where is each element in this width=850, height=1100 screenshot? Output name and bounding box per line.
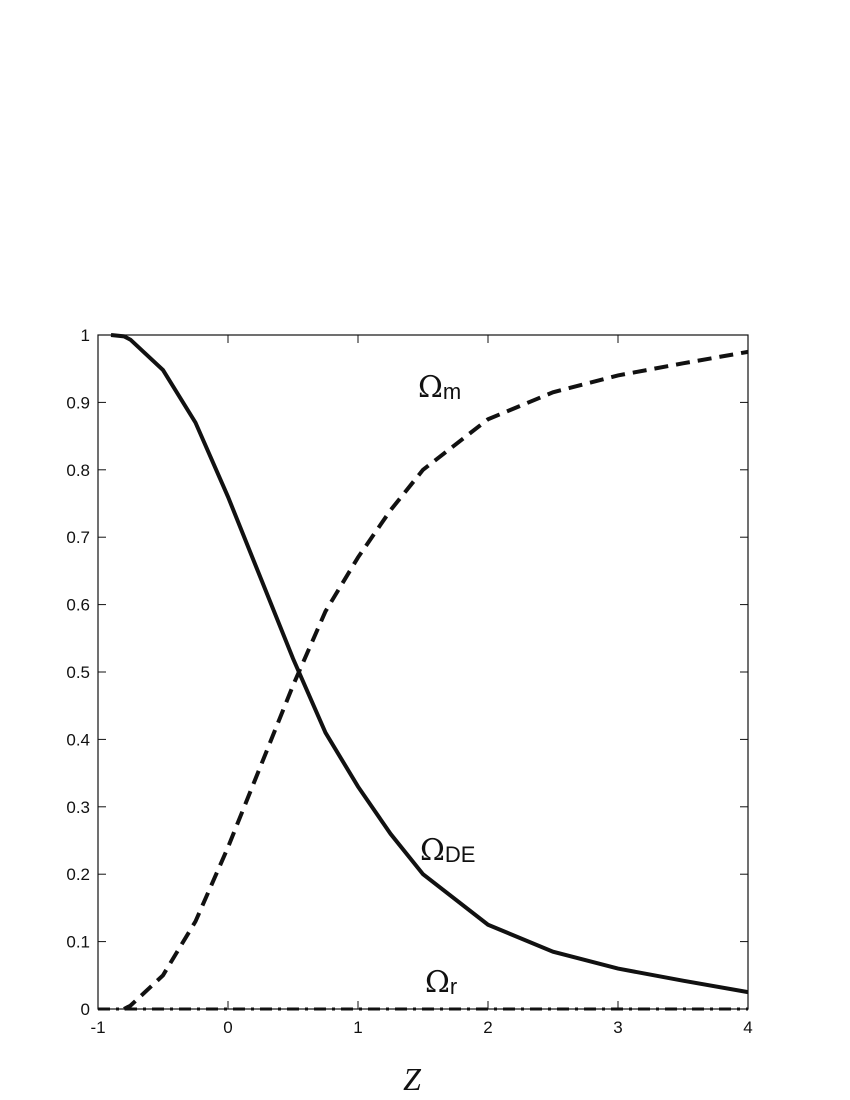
x-tick-label: 2	[483, 1018, 492, 1037]
annotation-symbol: Ω	[425, 965, 450, 1000]
annotation-subscript: r	[450, 974, 457, 999]
y-tick-label: 0.8	[66, 461, 90, 480]
y-tick-label: 0.6	[66, 596, 90, 615]
annotation-symbol: Ω	[418, 370, 443, 405]
y-tick-label: 0.9	[66, 393, 90, 412]
y-tick-label: 0.7	[66, 528, 90, 547]
series-annotation: ΩDE	[420, 833, 475, 868]
annotation-symbol: Ω	[420, 833, 445, 868]
annotation-subscript: DE	[445, 842, 476, 867]
x-tick-label: 1	[353, 1018, 362, 1037]
x-axis-label: Z	[403, 1061, 422, 1097]
series-line	[110, 333, 749, 995]
y-tick-label: 0	[81, 1000, 90, 1019]
y-tick-label: 0.5	[66, 663, 90, 682]
series-annotation: Ωm	[418, 370, 461, 405]
y-tick-label: 0.1	[66, 933, 90, 952]
y-tick-label: 0.3	[66, 798, 90, 817]
x-tick-label: 0	[223, 1018, 232, 1037]
y-tick-label: 1	[81, 326, 90, 345]
x-tick-label: 3	[613, 1018, 622, 1037]
annotation-subscript: m	[443, 379, 461, 404]
x-tick-label: 4	[743, 1018, 752, 1037]
y-tick-label: 0.4	[66, 730, 90, 749]
y-tick-label: 0.2	[66, 865, 90, 884]
series-annotation: Ωr	[425, 965, 457, 1000]
x-tick-label: -1	[90, 1018, 105, 1037]
